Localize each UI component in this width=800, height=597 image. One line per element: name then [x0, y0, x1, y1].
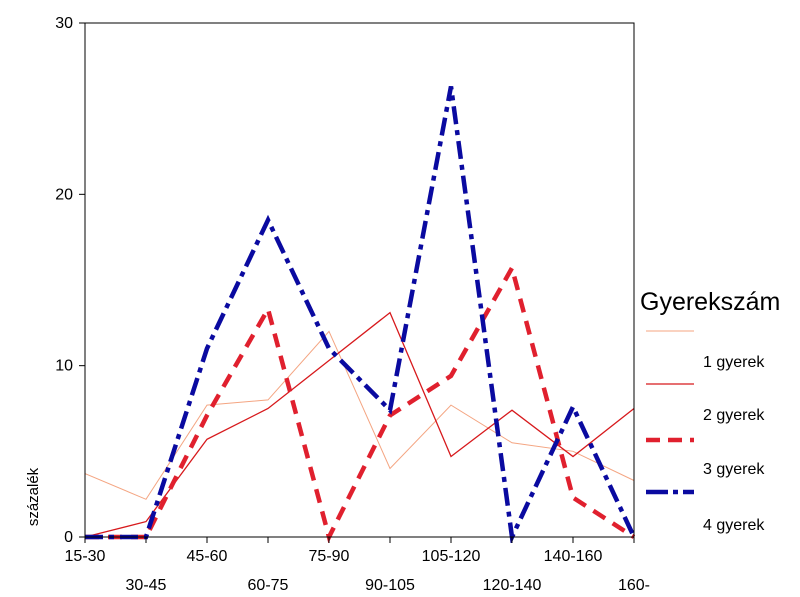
plot-frame	[84, 22, 635, 538]
legend-label-4: 4 gyerek	[703, 517, 765, 534]
legend-label-1: 1 gyerek	[703, 354, 765, 371]
x-tick-label: 30-45	[126, 577, 167, 594]
plot-area	[85, 85, 635, 543]
series-line-4	[85, 85, 635, 543]
x-tick-label: 15-30	[65, 548, 106, 565]
axes: 0 10 20 30 15-30 30-45 45-60 60-75 75-90 90-105 10…	[25, 15, 650, 594]
series-line-1	[85, 330, 635, 500]
x-tick-label: 120-140	[483, 577, 542, 594]
x-tick-label: 140-160	[544, 548, 603, 565]
y-tick-label: 20	[55, 186, 73, 203]
y-tick-label: 0	[64, 529, 73, 546]
y-tick-label: 10	[55, 358, 73, 375]
series-line-2	[85, 311, 635, 538]
y-tick-label: 30	[55, 15, 73, 32]
x-tick-label: 105-120	[422, 548, 481, 565]
legend: Gyerekszám 1 gyerek 2 gyerek 3 gyerek 4 gyer…	[640, 288, 780, 534]
series-line-3	[85, 262, 635, 543]
legend-title: Gyerekszám	[640, 288, 780, 316]
y-axis-label: százalék	[25, 467, 42, 526]
x-tick-label: 60-75	[248, 577, 289, 594]
x-tick-label: 90-105	[365, 577, 415, 594]
legend-label-3: 3 gyerek	[703, 461, 765, 478]
legend-label-2: 2 gyerek	[703, 407, 765, 424]
x-tick-label: 45-60	[187, 548, 228, 565]
x-tick-label: 75-90	[309, 548, 350, 565]
x-tick-label: 160-	[618, 577, 650, 594]
